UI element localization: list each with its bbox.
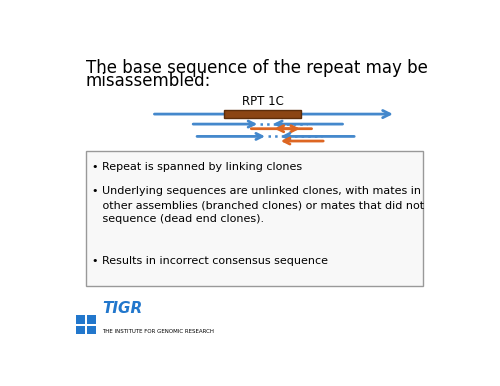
Text: • Underlying sequences are unlinked clones, with mates in
   other assemblies (b: • Underlying sequences are unlinked clon… — [92, 186, 424, 225]
Bar — [76, 315, 85, 323]
Text: THE INSTITUTE FOR GENOMIC RESEARCH: THE INSTITUTE FOR GENOMIC RESEARCH — [102, 328, 214, 334]
Text: RPT 1C: RPT 1C — [242, 95, 284, 108]
Text: The base sequence of the repeat may be: The base sequence of the repeat may be — [86, 59, 428, 77]
Bar — [86, 151, 423, 286]
Bar — [224, 110, 301, 118]
Text: • Repeat is spanned by linking clones: • Repeat is spanned by linking clones — [92, 162, 302, 172]
Bar — [76, 326, 85, 334]
Bar — [88, 326, 96, 334]
Text: TIGR: TIGR — [102, 301, 142, 316]
Bar — [88, 315, 96, 323]
Text: misassembled:: misassembled: — [86, 73, 211, 90]
Text: • Results in incorrect consensus sequence: • Results in incorrect consensus sequenc… — [92, 256, 328, 266]
